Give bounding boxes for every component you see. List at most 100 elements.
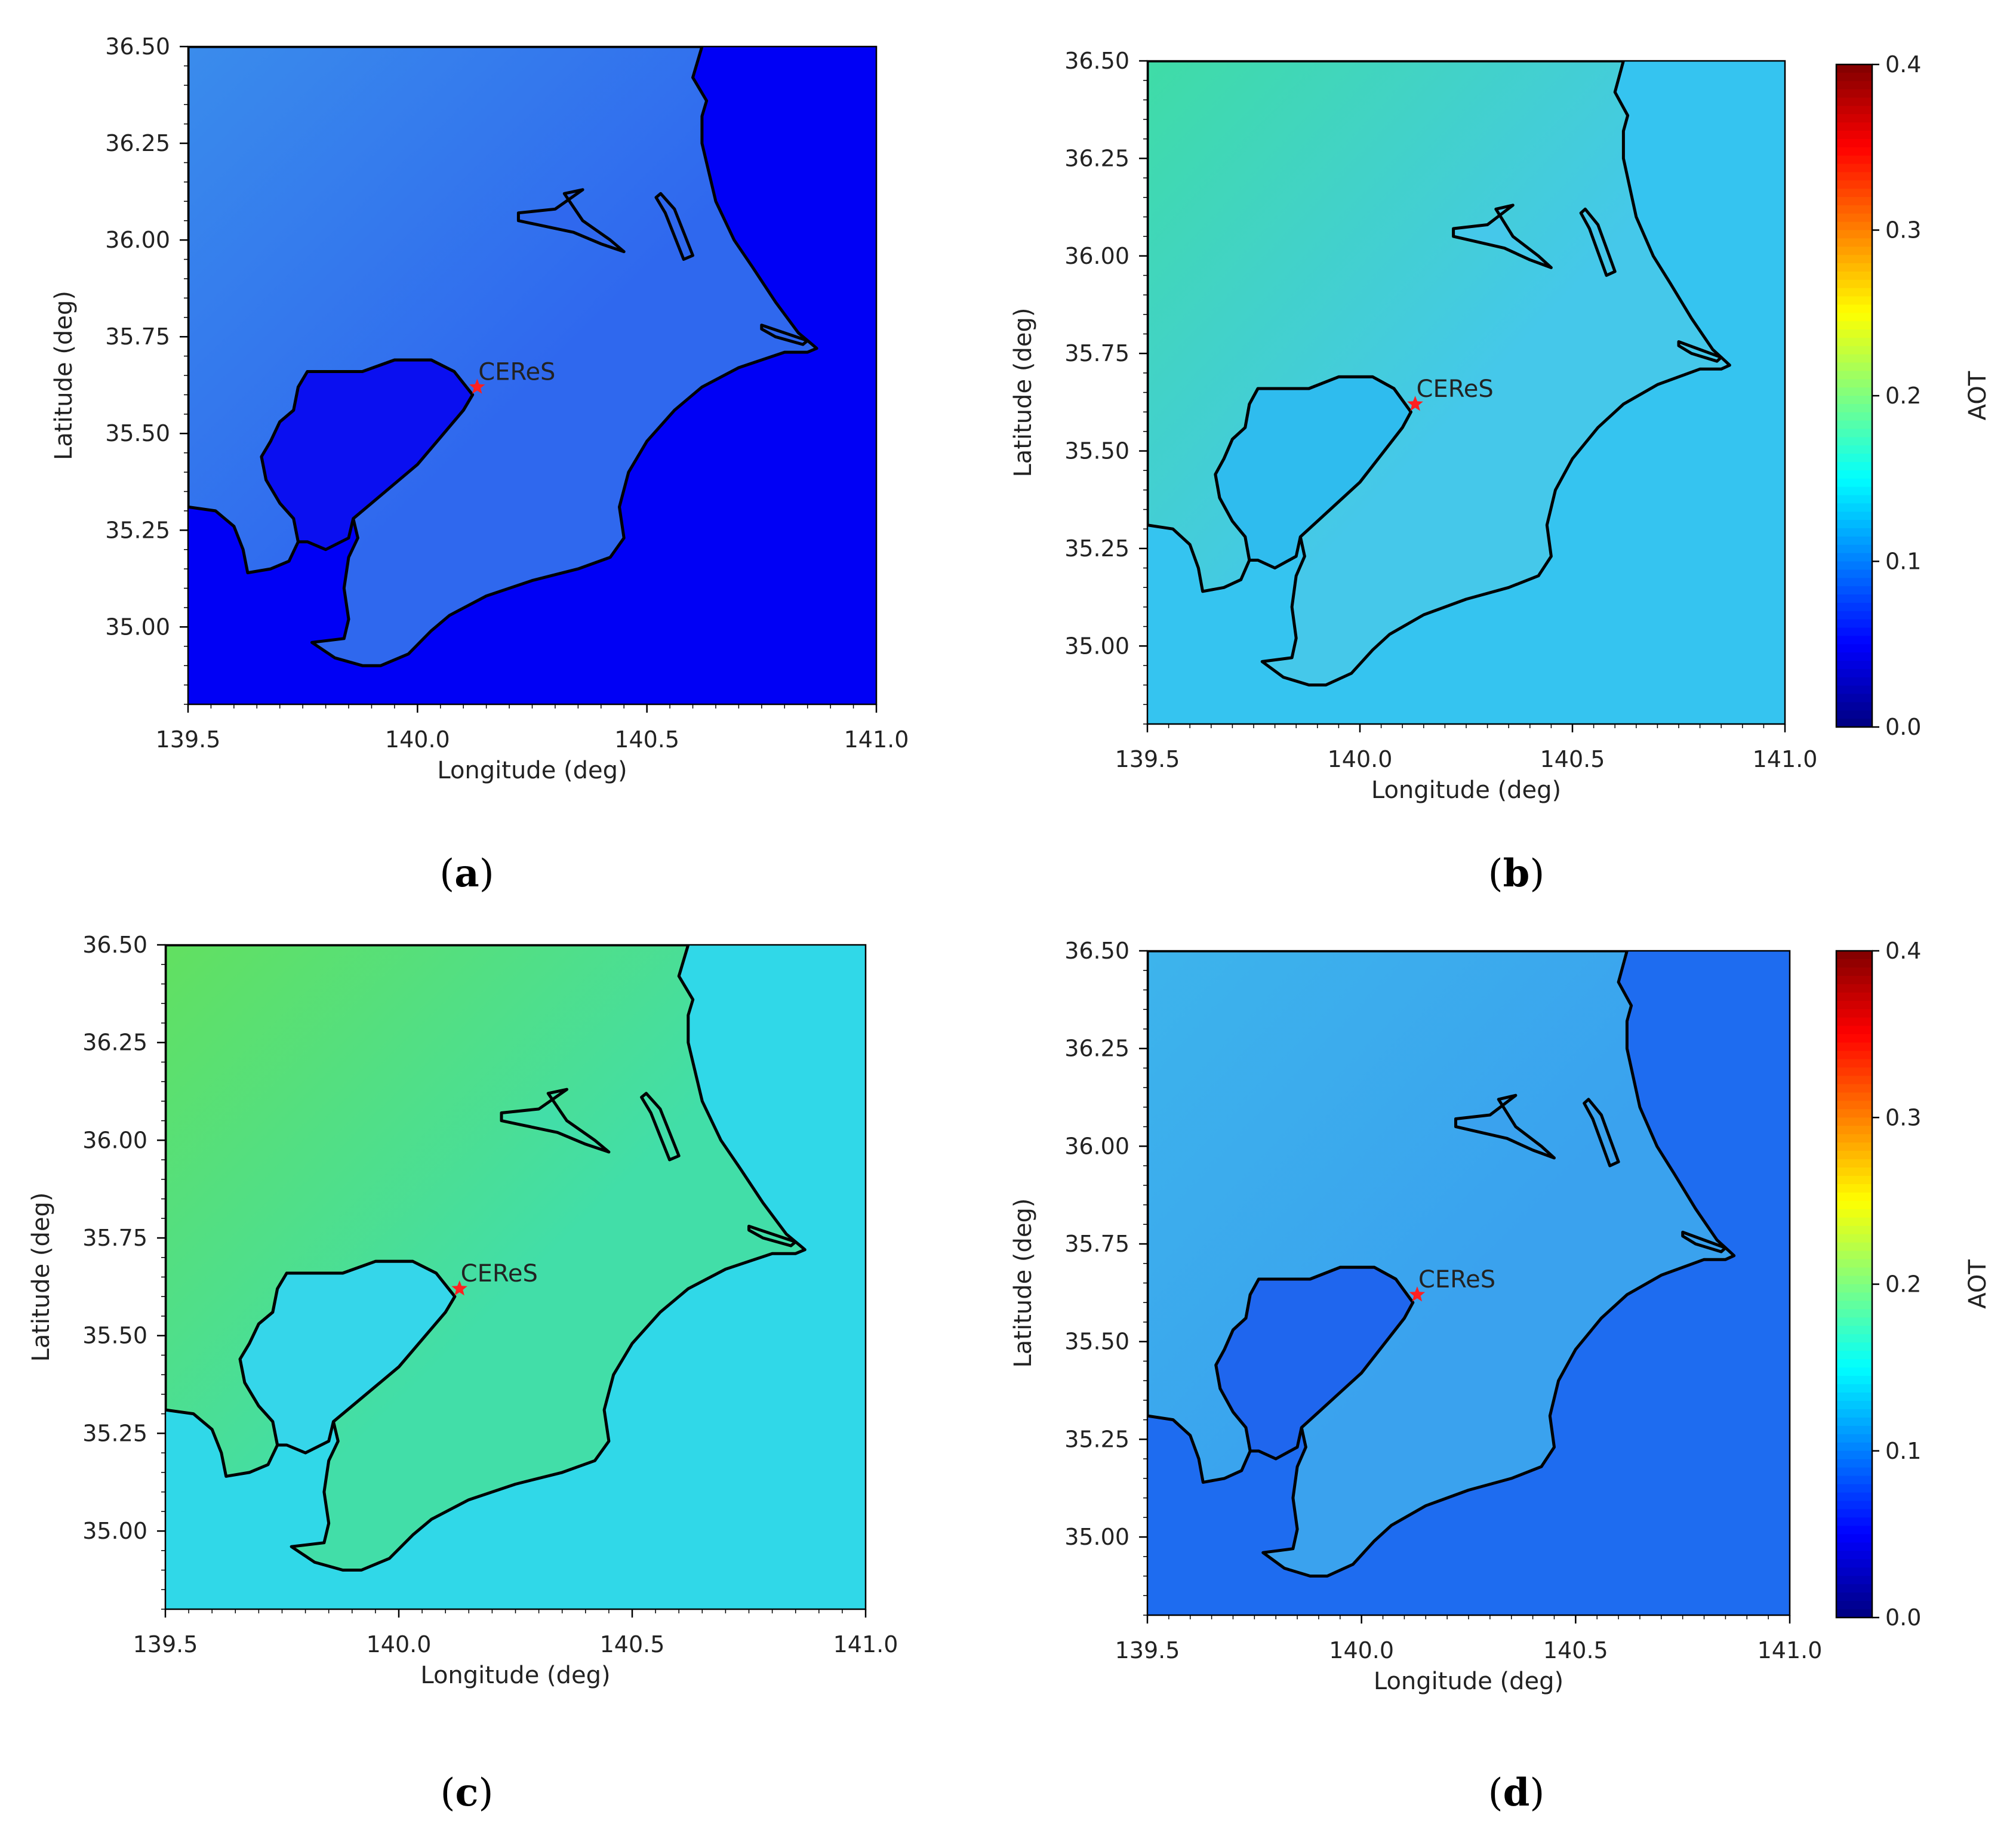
- colorbar-segment: [1836, 420, 1872, 430]
- colorbar-segment: [1836, 503, 1872, 512]
- colorbar-tick-label: 0.4: [1885, 938, 1921, 964]
- colorbar-segment: [1836, 164, 1872, 172]
- colorbar-segment: [1836, 1376, 1872, 1385]
- colorbar-segment: [1836, 602, 1872, 612]
- y-tick-label: 36.50: [1064, 938, 1129, 964]
- colorbar-segment: [1836, 403, 1872, 413]
- colorbar-segment: [1836, 337, 1872, 347]
- colorbar-segment: [1836, 702, 1872, 711]
- colorbar-segment: [1836, 1200, 1872, 1210]
- colorbar-segment: [1836, 520, 1872, 529]
- colorbar-segment: [1836, 1101, 1872, 1110]
- colorbar-segment: [1836, 1551, 1872, 1560]
- y-tick-label: 36.50: [1064, 48, 1129, 74]
- colorbar-segment: [1836, 197, 1872, 206]
- x-tick-label: 139.5: [156, 726, 221, 753]
- y-tick-label: 36.25: [82, 1030, 147, 1056]
- map-b: [1147, 61, 1785, 724]
- colorbar-segment: [1836, 1417, 1872, 1427]
- ceres-site-marker: [1407, 396, 1423, 411]
- colorbar-segment: [1836, 445, 1872, 454]
- y-tick-label: 35.50: [105, 420, 170, 446]
- ceres-site-marker: [451, 1280, 467, 1296]
- colorbar-segment: [1836, 64, 1872, 73]
- colorbar-segment: [1836, 131, 1872, 140]
- colorbar-segment: [1836, 1450, 1872, 1460]
- y-tick-label: 36.25: [1064, 145, 1129, 171]
- colorbar-segment: [1836, 992, 1872, 1002]
- x-tick-label: 139.5: [1115, 1637, 1180, 1664]
- x-tick-label: 139.5: [133, 1631, 198, 1658]
- colorbar-segment: [1836, 1109, 1872, 1118]
- colorbar-segment: [1836, 1134, 1872, 1143]
- y-tick-label: 35.75: [1064, 340, 1129, 366]
- colorbar-segment: [1836, 379, 1872, 388]
- y-axis: 35.00 35.25 35.50 35.75 36.00 36.25 36.50: [82, 932, 165, 1610]
- tokyo-bay: [260, 358, 475, 552]
- x-tick-label: 140.5: [1540, 746, 1605, 772]
- colorbar-segment: [1836, 1534, 1872, 1543]
- colorbar-segment: [1836, 263, 1872, 272]
- colorbar-segment: [1836, 1576, 1872, 1585]
- panel-label-d: (d): [1488, 1770, 1545, 1815]
- colorbar-segment: [1836, 669, 1872, 678]
- colorbar-segment: [1836, 321, 1872, 330]
- colorbar-segment: [1836, 1117, 1872, 1126]
- colorbar-label: AOT: [1964, 1259, 1992, 1309]
- colorbar-segment: [1836, 586, 1872, 595]
- colorbar-segment: [1836, 544, 1872, 554]
- colorbar-segment: [1836, 1592, 1872, 1601]
- colorbar-segment: [1836, 279, 1872, 289]
- ceres-site-marker: [1409, 1286, 1426, 1302]
- x-axis-label: Longitude (deg): [1371, 777, 1561, 804]
- colorbar-segment: [1836, 1167, 1872, 1176]
- colorbar-segment: [1836, 495, 1872, 504]
- colorbar-segment: [1836, 1301, 1872, 1310]
- colorbar-segment: [1836, 1334, 1872, 1343]
- x-tick-label: 140.5: [600, 1631, 665, 1658]
- colorbar-segment: [1836, 1076, 1872, 1085]
- colorbar-tick-label: 0.0: [1885, 714, 1921, 740]
- colorbar-segment: [1836, 1484, 1872, 1493]
- colorbar-tick-label: 0.1: [1885, 549, 1921, 575]
- colorbar-tick-label: 0.3: [1885, 217, 1921, 244]
- colorbar-segment: [1836, 486, 1872, 496]
- y-tick-label: 36.25: [1064, 1036, 1129, 1062]
- colorbar-segment: [1836, 122, 1872, 131]
- colorbar-segment: [1836, 1250, 1872, 1260]
- colorbar-segment: [1836, 72, 1872, 82]
- colorbar-segment: [1836, 1267, 1872, 1277]
- colorbar-segment: [1836, 578, 1872, 587]
- colorbar-tick-label: 0.2: [1885, 1271, 1921, 1298]
- x-tick-label: 139.5: [1115, 746, 1180, 772]
- colorbar-segment: [1836, 619, 1872, 629]
- colorbar-segment: [1836, 561, 1872, 570]
- y-axis: 35.00 35.25 35.50 35.75 36.00 36.25 36.50: [1064, 938, 1147, 1616]
- colorbar-segment: [1836, 437, 1872, 446]
- colorbar-segment: [1836, 288, 1872, 297]
- colorbar-segment: [1836, 1475, 1872, 1485]
- colorbar-segment: [1836, 1434, 1872, 1443]
- colorbar-segment: [1836, 1517, 1872, 1527]
- ceres-site-label: CEReS: [1418, 1266, 1495, 1293]
- y-tick-label: 35.50: [82, 1323, 147, 1349]
- colorbar-segment: [1836, 329, 1872, 338]
- lake-2: [640, 1092, 681, 1162]
- x-axis-label: Longitude (deg): [420, 1662, 610, 1689]
- colorbar-segment: [1836, 951, 1872, 960]
- x-tick-label: 140.5: [1543, 1637, 1608, 1664]
- colorbar-segment: [1836, 1159, 1872, 1168]
- colorbar-segment: [1836, 1025, 1872, 1035]
- colorbar-segment: [1836, 685, 1872, 695]
- panel-a: 139.5 140.0 140.5 141.0 Longitude (deg) 35.00…: [50, 33, 909, 896]
- y-tick-label: 35.00: [1064, 1524, 1129, 1550]
- colorbar-segment: [1836, 114, 1872, 123]
- colorbar-segment: [1836, 221, 1872, 231]
- colorbar-segment: [1836, 346, 1872, 355]
- colorbar-segment: [1836, 1359, 1872, 1368]
- ceres-site-label: CEReS: [461, 1260, 538, 1287]
- colorbar-segment: [1836, 354, 1872, 363]
- colorbar-segment: [1836, 611, 1872, 620]
- colorbar-segment: [1836, 959, 1872, 968]
- colorbar-segment: [1836, 1192, 1872, 1202]
